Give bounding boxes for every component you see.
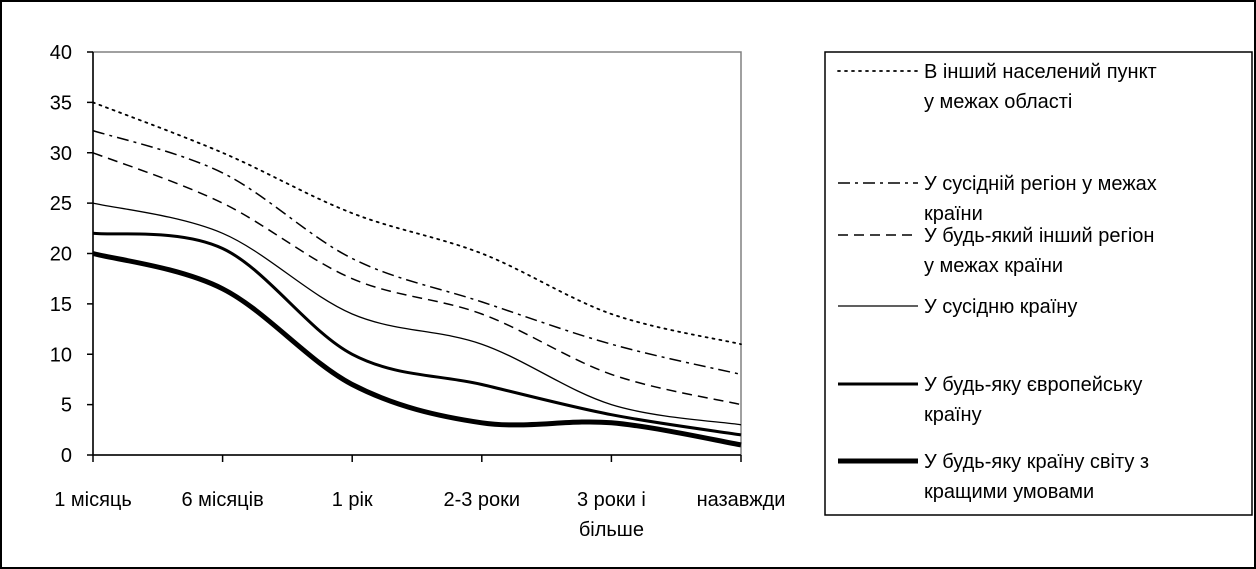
y-tick-label: 35 bbox=[50, 92, 72, 114]
legend-label-2: У сусідній регіон у межах країни bbox=[924, 173, 1157, 225]
x-tick-label: 2-3 роки bbox=[443, 489, 520, 511]
legend-label-6: У будь-яку країну світу з кращими умовами bbox=[924, 451, 1149, 503]
series-line-3 bbox=[92, 152, 742, 406]
x-axis: 1 місяць 6 місяців 1 рік 2-3 роки 3 роки і бі… bbox=[54, 454, 786, 541]
y-tick-label: 0 bbox=[61, 445, 72, 467]
series-line-4 bbox=[92, 202, 742, 426]
x-tick-label: 3 роки і більше bbox=[577, 489, 646, 541]
x-tick-label: 1 місяць bbox=[54, 489, 132, 511]
series-line-1 bbox=[92, 101, 742, 346]
y-tick-label: 40 bbox=[50, 42, 72, 64]
series-line-5 bbox=[92, 231, 742, 437]
legend-label-3: У будь-який інший регіон у межах країни bbox=[924, 225, 1154, 277]
x-tick-label: 6 місяців bbox=[181, 489, 263, 511]
y-tick-label: 30 bbox=[50, 143, 72, 165]
series-lines bbox=[92, 101, 742, 448]
series-line-6 bbox=[92, 251, 742, 448]
legend-label-1: В інший населений пункт у межах області bbox=[924, 61, 1157, 113]
y-tick-label: 20 bbox=[50, 244, 72, 266]
y-tick-label: 15 bbox=[50, 294, 72, 316]
x-tick-label: назавжди bbox=[697, 489, 786, 511]
y-tick-label: 10 bbox=[50, 344, 72, 366]
x-tick-label: 1 рік bbox=[332, 489, 373, 511]
legend-box bbox=[824, 51, 1253, 516]
legend: В інший населений пункт у межах області У … bbox=[837, 61, 1157, 503]
y-tick-label: 25 bbox=[50, 193, 72, 215]
series-line-2 bbox=[92, 129, 742, 376]
y-tick-label: 5 bbox=[61, 395, 72, 417]
legend-label-4: У сусідню країну bbox=[924, 296, 1077, 318]
legend-label-5: У будь-яку європейську країну bbox=[924, 374, 1142, 426]
